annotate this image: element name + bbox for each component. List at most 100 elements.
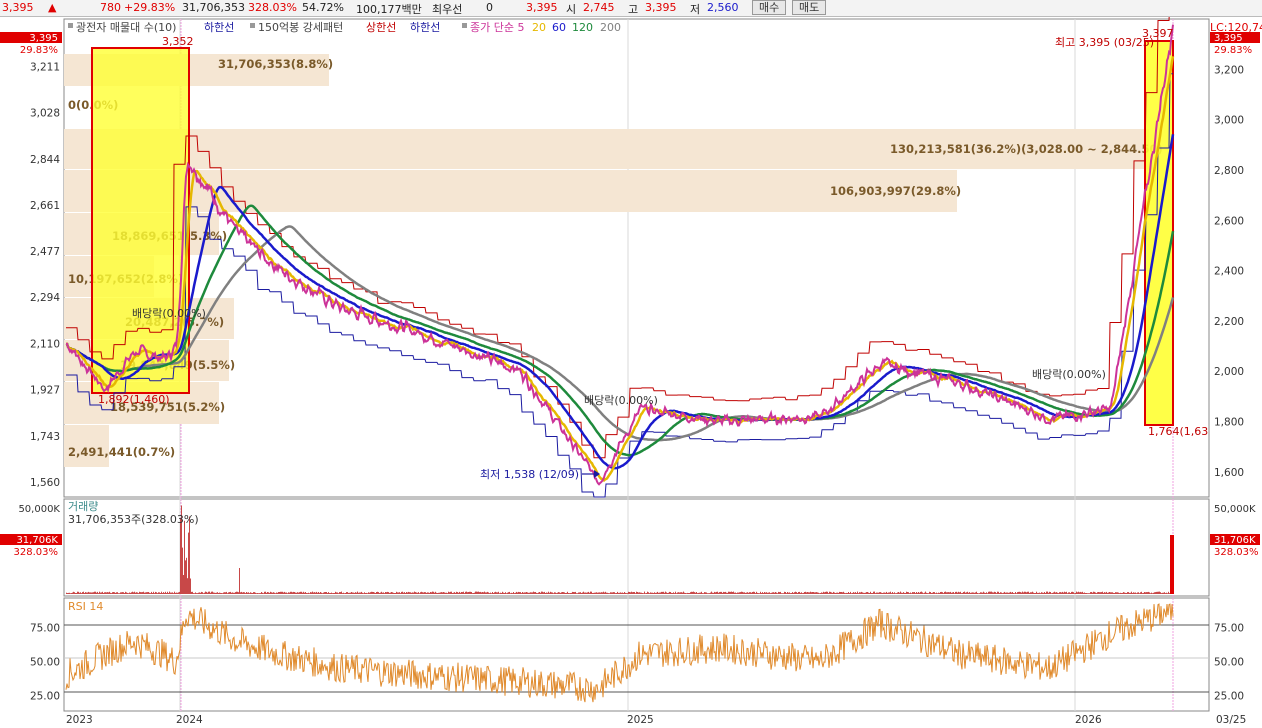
volume-bar [86,592,87,594]
legend-item[interactable]: 200 [600,21,621,34]
volume-bar [732,592,733,594]
volume-bar [689,593,690,594]
volume-bar [756,591,757,594]
volume-bar [660,592,661,594]
volume-bar [183,575,184,594]
volume-bar [859,592,860,594]
volume-bar [449,592,450,594]
legend-item[interactable]: 60 [552,21,566,34]
volume-bar [836,592,837,594]
volume-bar [594,592,595,594]
legend-item[interactable]: 상한선 [366,21,396,34]
volume-bar [105,592,106,594]
volume-bar [1165,593,1166,594]
volume-bar [380,592,381,594]
volume-bar [1014,593,1015,594]
volume-bar [239,568,240,594]
volume-bar [129,592,130,594]
volume-bar [1138,592,1139,594]
volume-bar [525,592,526,594]
volume-bar [497,592,498,594]
volume-bar [1001,592,1002,594]
volume-bar [88,591,89,594]
volume-bar [975,592,976,594]
volume-bar [1022,591,1023,594]
volume-bar [66,592,67,594]
volume-bar [1057,592,1058,594]
volume-bar [897,592,898,594]
volume-bar [1134,592,1135,594]
volume-bar [564,592,565,594]
volume-bar [1127,592,1128,594]
volume-bar [1007,592,1008,594]
volume-bar [979,593,980,594]
turnover: 54.72% [302,1,344,14]
volume-bar [793,592,794,594]
volume-bar [665,591,666,594]
volume-bar [1015,592,1016,594]
volume-bar [179,591,180,594]
volume-bar [618,592,619,594]
volume-bar [166,593,167,594]
volume-bar [590,591,591,594]
volume-bar [481,592,482,594]
volume-bar [572,591,573,594]
buy-button[interactable]: 매수 [752,0,787,15]
stock-chart[interactable]: 31,706,353(8.8%)0(0.0%)130,213,581(36.2%… [0,17,1262,728]
volume-bar [323,592,324,594]
legend-item[interactable]: 120 [572,21,593,34]
up-arrow-icon: ▲ [48,1,57,14]
volume-bar [711,591,712,594]
volume-bar [698,592,699,594]
volume-bar [573,592,574,594]
volume-bar [889,592,890,594]
volume-bar [124,593,125,594]
volume-bar [1173,535,1174,594]
volume-bar [773,592,774,594]
volume-bar [81,593,82,594]
volume-bar [663,591,664,594]
volume-bar [907,592,908,594]
volume-bar [1097,592,1098,594]
volume-bar [333,593,334,594]
volume-bar [664,592,665,594]
legend-item[interactable]: 하한선 [204,20,234,34]
volume-bar [263,593,264,594]
volume-bar [1051,593,1052,594]
legend-item[interactable]: 20 [532,21,546,34]
volume-bar [125,591,126,594]
volume-bar [571,592,572,594]
volume-bar [343,592,344,594]
volume-bar [868,592,869,594]
volume-bar [982,592,983,594]
volume-bar [829,591,830,594]
volume-bar [513,592,514,594]
volume-bar [479,592,480,594]
volume-bar [925,591,926,594]
volume-bar [832,592,833,594]
volume-bar [288,592,289,594]
volume-bar [304,592,305,594]
volume-bar [1035,593,1036,594]
volume-bar [158,592,159,594]
volume-bar [87,592,88,594]
legend-item[interactable]: 종가 단순 5 [470,21,524,34]
volume-bar [369,592,370,594]
lower-band [66,73,1173,498]
volume-bar [752,592,753,594]
volume-bar [845,593,846,594]
left-price-tick: 1,743 [30,431,60,443]
sell-button[interactable]: 매도 [792,0,827,15]
volume-bar [302,592,303,594]
legend-item[interactable]: 광전자 매물대 수(10) [76,21,176,34]
volume-bar [981,592,982,594]
volume-bar [627,593,628,594]
volume-bar [273,592,274,594]
legend-item[interactable]: 150억봉 강세패턴 [258,21,343,34]
volume-bar [1031,592,1032,594]
volume-bar [1002,593,1003,594]
volume-bar [988,591,989,594]
legend-item[interactable]: 하한선 [410,20,440,34]
annotation-peak-2024: 3,352 [162,35,194,48]
volume-bar [275,593,276,594]
